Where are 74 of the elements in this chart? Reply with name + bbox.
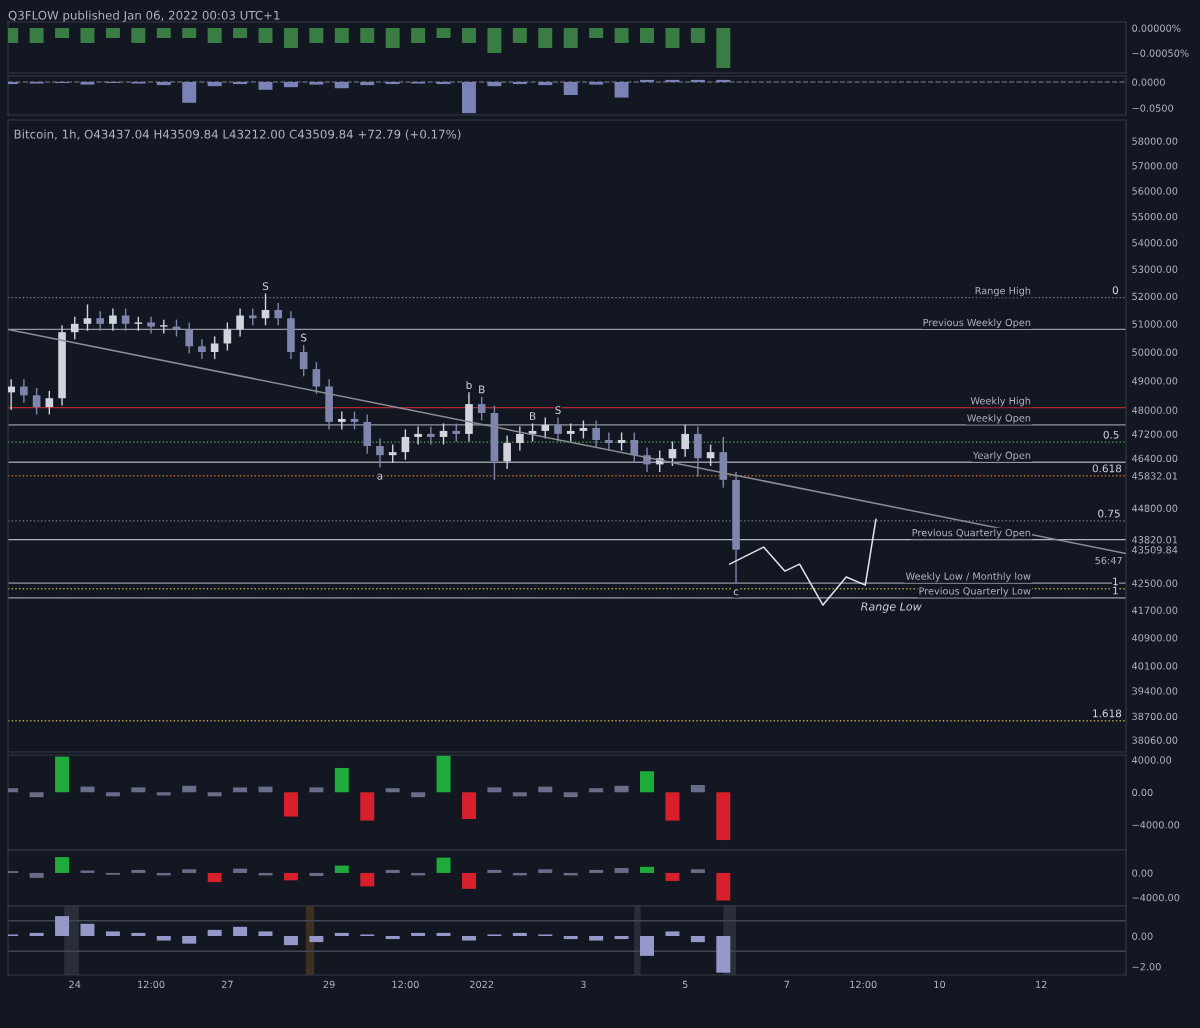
x-tick-label: 2022 (470, 980, 494, 989)
chart-title: Q3FLOW published Jan 06, 2022 00:03 UTC+1 (8, 10, 280, 22)
y-tick-label: 54000.00 (1132, 239, 1178, 247)
annotation: 1.618 (1093, 709, 1122, 718)
ref-line-label: Range Low (860, 602, 922, 613)
ref-line-label: Previous Quarterly Low (919, 587, 1031, 597)
y-tick-label: −0.0500 (1132, 104, 1174, 112)
y-tick-label: 53000.00 (1132, 265, 1178, 273)
ref-line-label: Range High (975, 286, 1031, 297)
y-tick-label: 42500.00 (1132, 579, 1178, 587)
y-tick-label: 0.00000% (1132, 24, 1181, 32)
y-tick-label: 38700.00 (1132, 712, 1178, 721)
y-tick-label: 56000.00 (1132, 187, 1178, 195)
ref-line-label: Weekly Open (967, 414, 1031, 424)
annotation: 0.75 (1098, 509, 1120, 518)
y-tick-label: 38060.00 (1132, 736, 1178, 744)
annotation: B (530, 412, 536, 420)
x-tick-label: 27 (221, 980, 233, 988)
y-tick-label: 52000.00 (1132, 292, 1178, 301)
y-tick-label: 51000.00 (1132, 320, 1178, 328)
text: Bitcoin, 1h, O43437.04 H43509.84 L43212.00 C43509.84 +72.79 (+0.17%) (14, 129, 461, 141)
annotation: b (466, 380, 472, 389)
y-tick-label: 46400.00 (1132, 454, 1178, 463)
x-tick-label: 12:00 (138, 980, 165, 989)
x-tick-label: 7 (784, 980, 790, 988)
y-tick-label: 43509.84 (1132, 546, 1178, 554)
annotation: 1 (1113, 577, 1118, 586)
annotation: 1 (1113, 586, 1118, 595)
y-tick-label: 45832.01 (1132, 472, 1178, 480)
ref-line-label: Previous Quarterly Open (912, 528, 1031, 539)
y-tick-label: 0.0000 (1132, 78, 1165, 86)
y-tick-label: −0.00050% (1132, 49, 1189, 57)
x-tick-label: 5 (682, 980, 688, 989)
x-tick-label: 12 (1036, 980, 1047, 988)
y-tick-label: 41700.00 (1132, 606, 1178, 614)
y-tick-label: 39400.00 (1132, 687, 1178, 695)
ref-line-label: Previous Weekly Open (923, 318, 1031, 329)
y-tick-label: −4000.00 (1132, 821, 1180, 829)
x-tick-label: 12:00 (392, 980, 419, 989)
x-tick-label: 12:00 (850, 980, 877, 989)
y-tick-label: 44800.00 (1132, 504, 1178, 512)
y-tick-label: 40100.00 (1132, 662, 1178, 670)
x-tick-label: 3 (581, 980, 586, 989)
annotation: B (479, 385, 485, 394)
y-tick-label: 43820.01 (1132, 536, 1178, 544)
y-tick-label: 55000.00 (1132, 212, 1178, 221)
y-tick-label: 50000.00 (1132, 348, 1178, 356)
annotation: 0.618 (1092, 464, 1122, 473)
x-tick-label: 10 (934, 980, 946, 989)
ref-line-label: Weekly High (970, 396, 1031, 407)
ref-line-label: Weekly Low / Monthly low (905, 572, 1031, 582)
y-tick-label: 47200.00 (1132, 430, 1178, 438)
y-tick-label: 0.00 (1132, 788, 1153, 797)
y-tick-label: 0.00 (1132, 869, 1153, 877)
annotation: c (733, 589, 739, 596)
x-tick-label: 29 (323, 980, 335, 989)
annotation: 0.5 (1103, 430, 1119, 439)
x-tick-label: 24 (69, 980, 81, 988)
y-tick-label: 40900.00 (1132, 634, 1178, 642)
y-tick-label: −4000.00 (1132, 893, 1180, 902)
annotation: S (555, 406, 561, 415)
y-tick-label: 0.00 (1132, 932, 1153, 940)
annotation: 0 (1112, 286, 1119, 295)
annotation: a (377, 473, 383, 480)
ref-line-label: Yearly Open (972, 451, 1031, 461)
annotation: 56:47 (1095, 556, 1122, 565)
y-tick-label: −2.00 (1132, 963, 1161, 971)
y-tick-label: 48000.00 (1132, 406, 1178, 414)
y-tick-label: 49000.00 (1132, 377, 1178, 385)
y-tick-label: 57000.00 (1132, 162, 1178, 170)
annotation: S (262, 282, 269, 291)
annotation: S (301, 333, 307, 342)
y-tick-label: 58000.00 (1132, 137, 1178, 145)
y-tick-label: 4000.00 (1132, 756, 1172, 764)
